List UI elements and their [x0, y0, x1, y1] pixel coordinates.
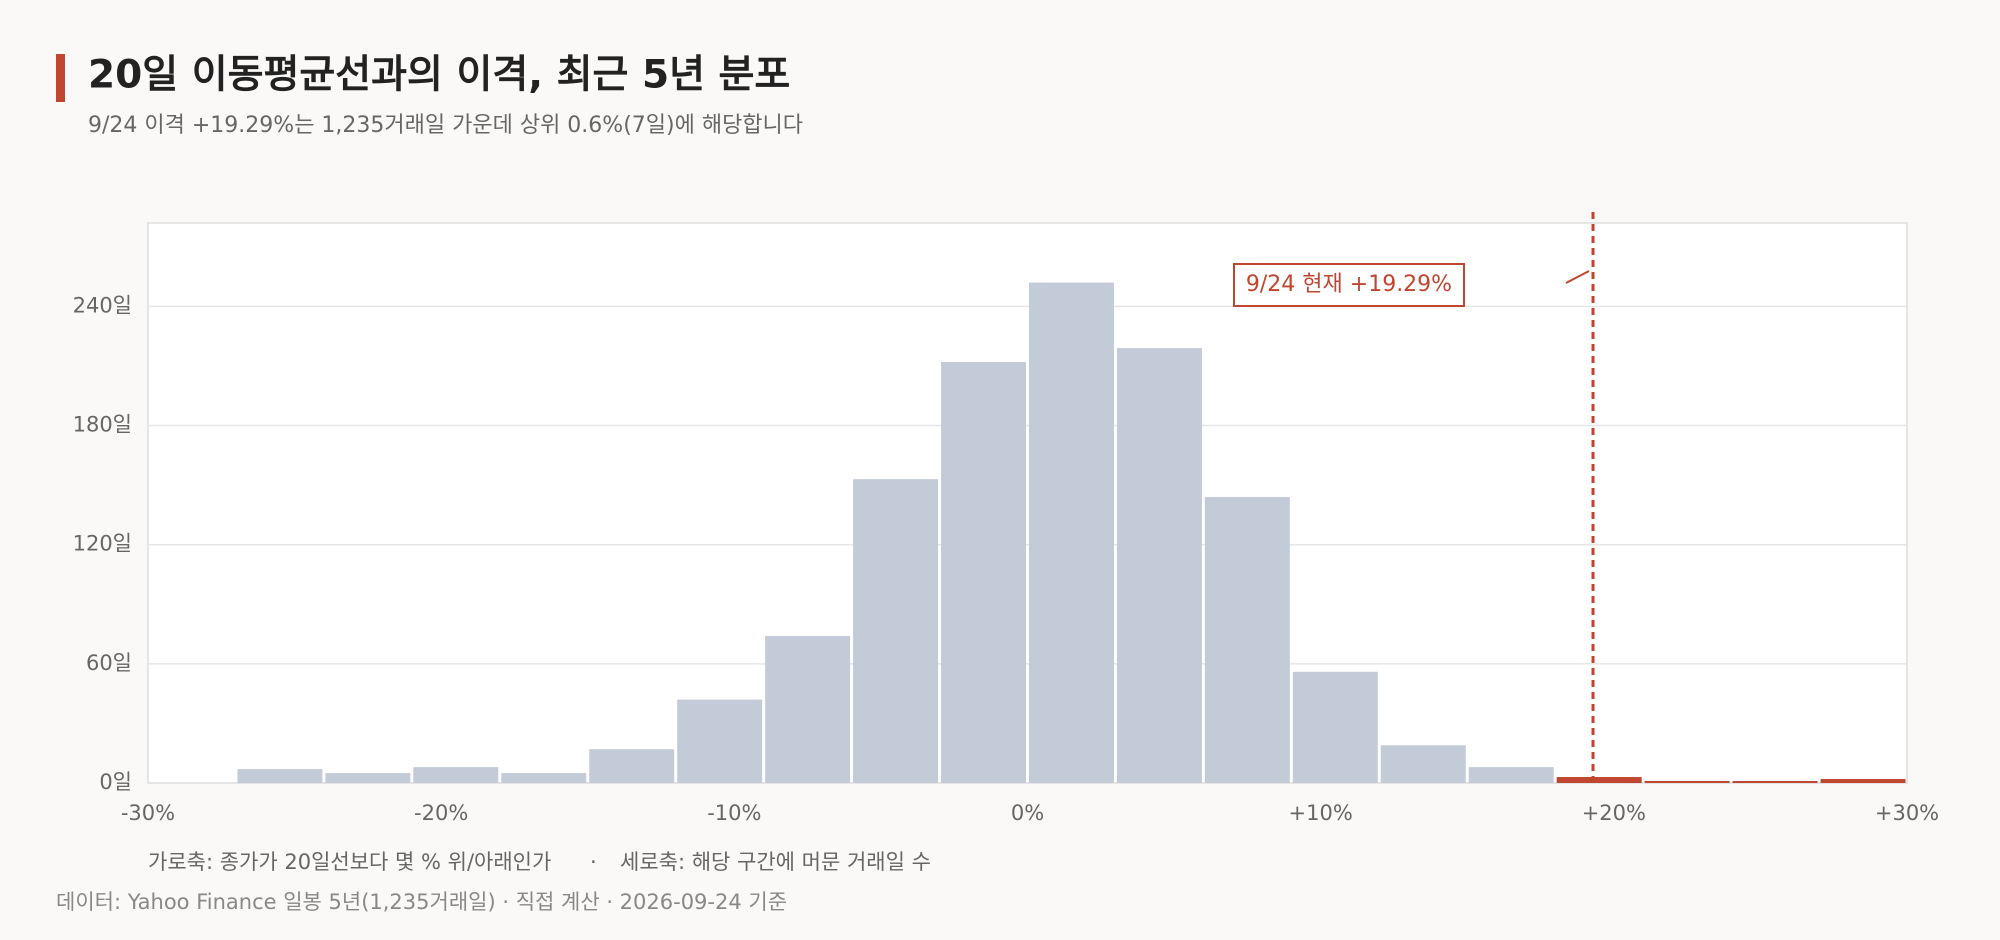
- y-tick-label: 120일: [73, 532, 132, 556]
- y-tick-label: 240일: [73, 293, 132, 317]
- bar: [413, 767, 499, 783]
- bar: [765, 636, 851, 783]
- bar: [1556, 777, 1642, 783]
- plot-area: [147, 222, 1908, 784]
- x-note: 가로축: 종가가 20일선보다 몇 % 위/아래인가: [148, 850, 551, 874]
- bar: [1292, 671, 1378, 783]
- bar: [1204, 497, 1290, 783]
- y-note: 세로축: 해당 구간에 머문 거래일 수: [620, 850, 931, 874]
- bar: [941, 362, 1026, 783]
- x-tick-label: +10%: [1289, 801, 1353, 825]
- x-tick-label: -30%: [121, 801, 175, 825]
- bar: [1732, 781, 1818, 783]
- x-tick-label: +30%: [1875, 801, 1939, 825]
- bar: [237, 769, 323, 783]
- bar: [1644, 781, 1730, 783]
- y-tick-label: 0일: [99, 770, 132, 794]
- bar: [853, 479, 939, 783]
- annotation-leader: [1565, 270, 1590, 284]
- bar: [1116, 348, 1202, 783]
- plot: 0일 60일 120일 180일 240일 -30% -20% -10% 0% +10% +20% +…: [73, 212, 1939, 825]
- bar: [1380, 745, 1466, 783]
- y-tick-label: 60일: [86, 651, 132, 675]
- chart-title: 20일 이동평균선과의 이격, 최근 5년 분포: [88, 53, 790, 98]
- bar: [1468, 767, 1554, 783]
- source: 데이터: Yahoo Finance 일봉 5년(1,235거래일) · 직접 …: [56, 890, 787, 914]
- annotation-box: [1233, 263, 1465, 307]
- bar: [589, 749, 675, 783]
- x-tick-label: 0%: [1011, 801, 1044, 825]
- bar: [325, 773, 411, 783]
- bar: [501, 773, 587, 783]
- x-tick-label: +20%: [1582, 801, 1646, 825]
- x-tick-label: -20%: [414, 801, 468, 825]
- note-separator: ·: [590, 850, 597, 874]
- chart-subtitle: 9/24 이격 +19.29%는 1,235거래일 가운데 상위 0.6%(7일…: [88, 113, 803, 138]
- bar: [1029, 282, 1114, 783]
- x-tick-label: -10%: [707, 801, 761, 825]
- y-tick-label: 180일: [73, 413, 132, 437]
- bar: [1820, 779, 1906, 783]
- bar: [677, 699, 763, 783]
- annotation-label: 9/24 현재 +19.29%: [1246, 272, 1452, 297]
- title-accent: [56, 54, 65, 102]
